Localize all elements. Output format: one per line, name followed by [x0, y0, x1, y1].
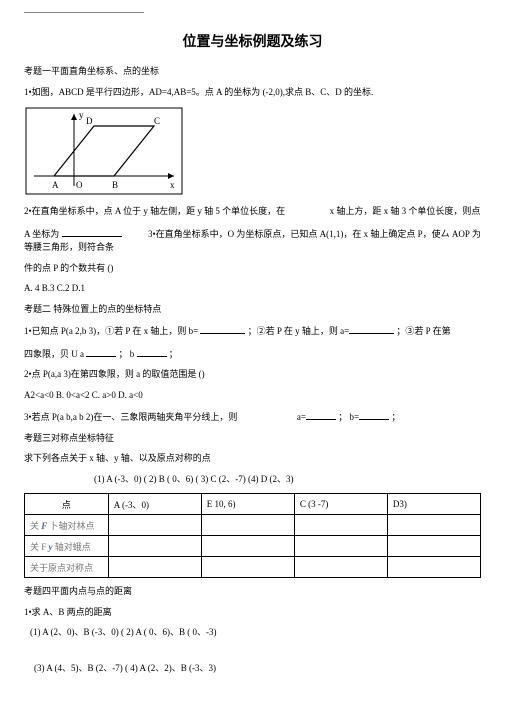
opts1: A. 4 B.3 C.2 D.1: [24, 282, 481, 296]
label-B: B: [112, 180, 118, 190]
q3f: ；: [169, 349, 178, 359]
row2-label: 关 F y 轴对蛾点: [25, 536, 109, 557]
blank-a2: [86, 346, 116, 357]
blank-b2: [137, 346, 167, 357]
label-C: C: [154, 116, 160, 126]
section-1-heading: 考题一平面直角坐标系、点的坐标: [24, 65, 481, 79]
blank-b: [200, 323, 245, 334]
q2-line2: A 坐标为 3•在直角坐标系中，O 为坐标原点，已知点 A(1,1)，在 x 轴…: [24, 226, 481, 255]
table-header-row: 点 A (‑3、0) E 10, 6) C (3 ‑7) D3): [25, 494, 481, 515]
q3-line2: 四象限，贝 U a ； b ；: [24, 346, 481, 362]
cell-blank: [294, 536, 387, 557]
blank-q5a: [306, 409, 336, 420]
q2-line3: 件的点 P 的个数共有 (): [24, 262, 481, 276]
header-rule: [24, 12, 144, 13]
cell-blank: [108, 536, 201, 557]
page-title: 位置与坐标例题及练习: [24, 31, 481, 51]
label-y: y: [79, 110, 84, 120]
pair-2: (3) A (4、5)、B (2、‑7) ( 4) A (2、2)、B (‑3、…: [24, 662, 481, 676]
cell-blank: [108, 557, 201, 578]
q4: 2•点 P(a,a 3)在第四象限，则 a 的取值范围是 (): [24, 368, 481, 382]
cell-blank: [201, 536, 294, 557]
table-row-yaxis: 关 F y 轴对蛾点: [25, 536, 481, 557]
label-x: x: [170, 180, 175, 190]
opts2: A2<a<0 B. 0<a<2 C. a>0 D. a<0: [24, 389, 481, 403]
cell-blank: [294, 557, 387, 578]
table-row-origin: 关于原点对称点: [25, 557, 481, 578]
blank-q5b: [359, 409, 389, 420]
row1-label: 关 F 卜轴对林点: [25, 515, 109, 536]
section-2-heading: 考题二 特殊位置上的点的坐标特点: [24, 303, 481, 317]
q2c: A 坐标为: [24, 229, 59, 239]
figure-svg: A B C D O x y: [24, 106, 184, 196]
q3a: 1•已知点 P(a 2,b 3)，①若 P 在 x 轴上，则 b=: [24, 326, 198, 336]
q2-line1: 2•在直角坐标系中，点 A 位于 y 轴左侧，距 y 轴 5 个单位长度，在 x…: [24, 205, 481, 219]
q1-text: 1•如图，ABCD 是平行四边形，AD=4,AB=5。点 A 的坐标为 (‑2,…: [24, 86, 481, 100]
q2a: 2•在直角坐标系中，点 A 位于 y 轴左侧，距 y 轴 5 个单位长度，在: [24, 206, 285, 216]
th-E: E 10, 6): [201, 494, 294, 515]
cell-blank: [108, 515, 201, 536]
label-D: D: [86, 116, 93, 126]
q3-line1: 1•已知点 P(a 2,b 3)，①若 P 在 x 轴上，则 b= ；②若 P …: [24, 323, 481, 339]
cell-blank: [201, 515, 294, 536]
th-C: C (3 ‑7): [294, 494, 387, 515]
q3b: ；②若 P 在 y 轴上，则 a=: [248, 326, 350, 336]
cell-blank: [387, 557, 480, 578]
document-page: 位置与坐标例题及练习 考题一平面直角坐标系、点的坐标 1•如图，ABCD 是平行…: [0, 0, 505, 706]
q2b: x 轴上方，距 x 轴 3 个单位长度，则点: [330, 206, 481, 216]
th-point: 点: [25, 494, 109, 515]
q3e: ； b: [119, 349, 135, 359]
q5: 3•若点 P(a b,a b 2)在一、三象限两轴夹角平分线上，则 a= ； b…: [24, 409, 481, 425]
table-row-xaxis: 关 F 卜轴对林点: [25, 515, 481, 536]
blank-a-coord: [62, 226, 122, 237]
label-A: A: [52, 180, 59, 190]
symmetry-table: 点 A (‑3、0) E 10, 6) C (3 ‑7) D3) 关 F 卜轴对…: [24, 493, 481, 578]
q5c: ； b=: [338, 412, 359, 422]
q7: 1•求 A、B 两点的距离: [24, 606, 481, 620]
list-head: (1) A (‑3、0) ( 2) B ( 0、6) ( 3) C (2、‑7)…: [24, 473, 481, 487]
section-4-heading: 考题四平面内点与点的距离: [24, 585, 481, 599]
section-3-heading: 考题三对称点坐标特征: [24, 432, 481, 446]
label-O: O: [76, 180, 83, 190]
parallelogram-figure: A B C D O x y: [24, 106, 481, 198]
q5a: 3•若点 P(a b,a b 2)在一、三象限两轴夹角平分线上，则: [24, 412, 237, 422]
cell-blank: [387, 536, 480, 557]
row3-label: 关于原点对称点: [25, 557, 109, 578]
q5b: a=: [297, 412, 306, 422]
cell-blank: [387, 515, 480, 536]
th-D: D3): [387, 494, 480, 515]
pair-1: (1) A (2、0)、B (‑3、0) ( 2) A ( 0、6)、B ( 0…: [24, 626, 481, 640]
cell-blank: [201, 557, 294, 578]
th-A: A (‑3、0): [108, 494, 201, 515]
blank-a: [349, 323, 394, 334]
q6: 求下列各点关于 x 轴、y 轴、以及原点对称的点: [24, 452, 481, 466]
q3d: 四象限，贝 U a: [24, 349, 84, 359]
q3c: ；③若 P 在第: [396, 326, 450, 336]
q5d: ；: [391, 412, 400, 422]
cell-blank: [294, 515, 387, 536]
